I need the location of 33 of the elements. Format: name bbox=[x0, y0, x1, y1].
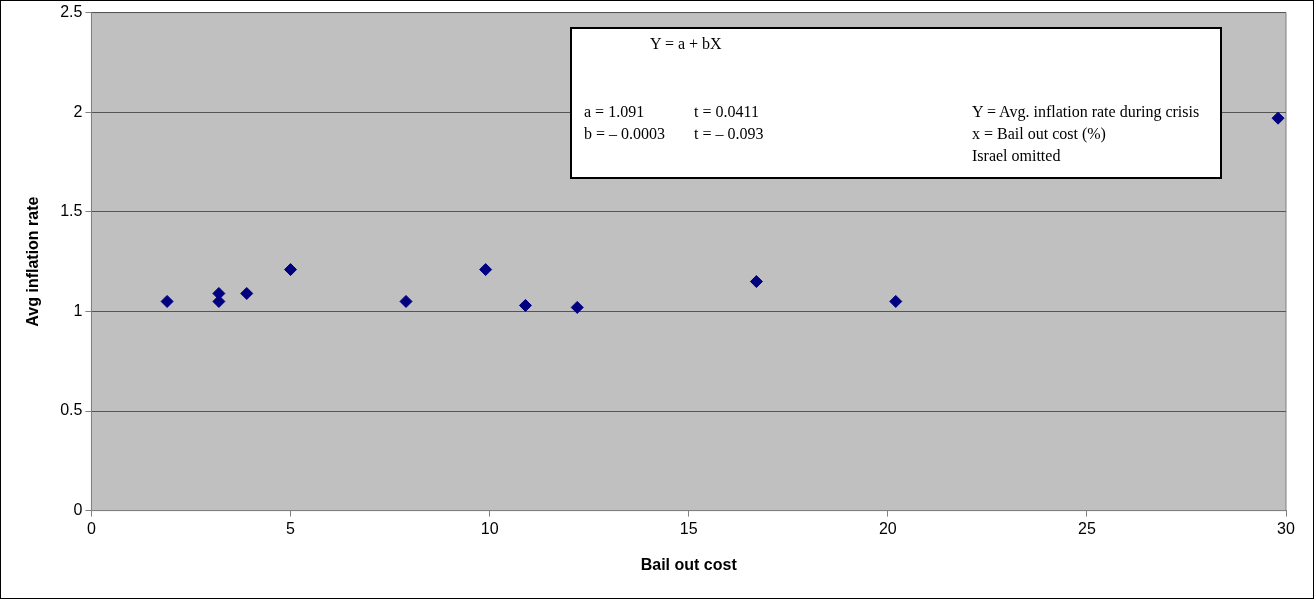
x-tick-label: 5 bbox=[286, 519, 296, 537]
x-tick-label: 30 bbox=[1277, 519, 1295, 537]
point bbox=[479, 263, 493, 277]
annotation: b = – 0.0003 bbox=[584, 125, 666, 143]
point bbox=[240, 286, 254, 300]
x-tick-label: 25 bbox=[1078, 519, 1096, 537]
annotation: Israel omitted bbox=[972, 147, 1061, 165]
x-tick-label: 20 bbox=[878, 519, 897, 537]
y-tick-label: 0 bbox=[73, 501, 83, 519]
point bbox=[518, 298, 532, 312]
annotation: a = 1.091 bbox=[584, 103, 645, 121]
y-tick-label: 2 bbox=[73, 102, 83, 120]
point bbox=[284, 263, 298, 277]
annotation: Y = a + bX bbox=[650, 35, 722, 53]
y-tick-label: 1.5 bbox=[60, 202, 83, 220]
x-tick-label: 15 bbox=[679, 519, 698, 537]
y-axis-title: Avg inflation rate bbox=[24, 196, 42, 327]
point bbox=[570, 300, 584, 314]
point bbox=[889, 294, 903, 308]
point bbox=[160, 294, 174, 308]
annotation: t = 0.0411 bbox=[694, 103, 759, 121]
y-tick-label: 0.5 bbox=[60, 401, 83, 419]
y-tick-label: 1 bbox=[73, 301, 83, 319]
point bbox=[1271, 111, 1285, 125]
point bbox=[399, 294, 413, 308]
x-tick-label: 10 bbox=[480, 519, 499, 537]
x-tick-label: 0 bbox=[86, 519, 96, 537]
y-tick-label: 2.5 bbox=[60, 3, 83, 21]
annotation: t = – 0.093 bbox=[694, 125, 764, 143]
point bbox=[749, 275, 763, 289]
x-axis-title: Bail out cost bbox=[640, 555, 738, 573]
annotation: Y = Avg. inflation rate during crisis bbox=[972, 103, 1200, 121]
annotation: x = Bail out cost (%) bbox=[972, 125, 1106, 143]
